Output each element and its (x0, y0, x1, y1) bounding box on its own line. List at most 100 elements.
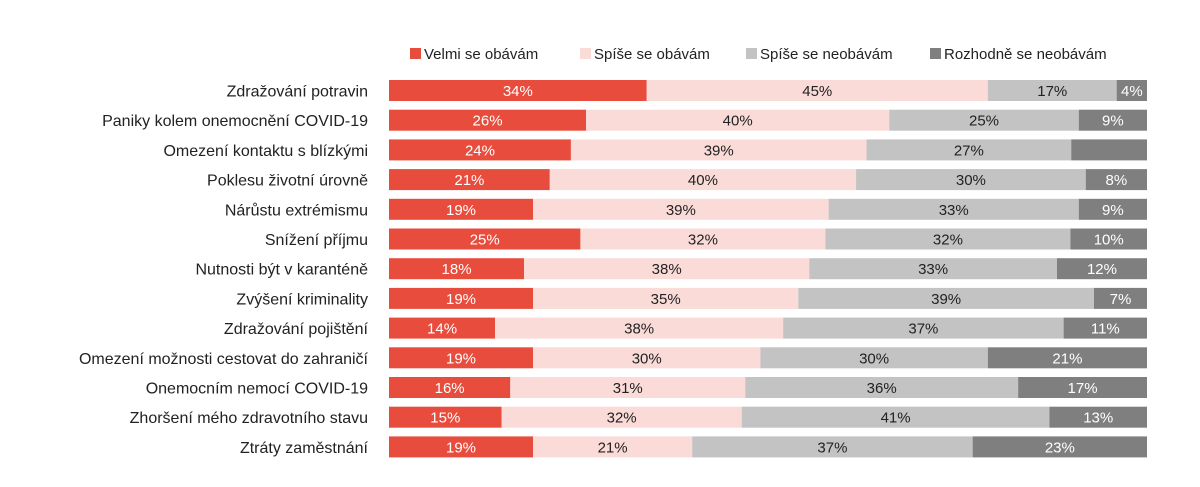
bars: 34% 45% 17% 4% 26% 40% 25% 9% 24% 39% 27% 21% 40% 30%… (389, 80, 1147, 458)
bar-segment (570, 139, 867, 161)
bar-segment (889, 109, 1079, 131)
bar-segment (501, 406, 742, 428)
category-label: Ztráty zaměstnání (240, 440, 369, 457)
category-label: Onemocním nemocí COVID-19 (146, 381, 368, 398)
category-label: Poklesu životní úrovně (207, 173, 368, 190)
bar-segment (809, 258, 1057, 280)
data-label: 40% (688, 172, 718, 189)
bar-segment (972, 436, 1147, 458)
category-labels: Zdražování potravin Paniky kolem onemocně… (79, 84, 369, 457)
data-label: 15% (430, 410, 460, 427)
bar-segment (533, 436, 693, 458)
data-label: 19% (446, 350, 476, 367)
data-label: 11% (1091, 321, 1120, 338)
bar-row: 34% 45% 17% 4% (389, 80, 1147, 101)
legend-swatch (580, 48, 591, 59)
legend-item: Spíše se obávám (580, 46, 710, 63)
bar-segment (987, 347, 1147, 369)
data-label: 45% (802, 83, 832, 100)
data-label: 21% (598, 439, 628, 456)
legend-item: Spíše se neobávám (746, 46, 893, 63)
bar-segment (1063, 317, 1147, 339)
data-label: 30% (956, 172, 986, 189)
category-label: Snížení příjmu (265, 232, 368, 249)
data-label: 39% (666, 202, 696, 219)
bar-segment (389, 109, 587, 131)
data-label: 24% (465, 142, 495, 159)
legend-label: Spíše se neobávám (760, 46, 893, 63)
legend-swatch (930, 48, 941, 59)
bar-segment (586, 109, 890, 131)
data-label: 30% (859, 350, 889, 367)
data-label: 33% (939, 202, 969, 219)
bar-segment (389, 347, 534, 369)
bar-segment (1078, 109, 1147, 131)
bar-segment (389, 228, 581, 250)
bar-segment (389, 377, 511, 398)
bar-segment (741, 406, 1050, 428)
category-label: Omezení možnosti cestovat do zahraničí (79, 351, 369, 368)
data-label: 9% (1102, 202, 1124, 219)
data-label: 37% (908, 321, 938, 338)
data-label: 19% (446, 291, 476, 308)
bar-row: 19% 35% 39% 7% (389, 287, 1147, 309)
data-label: 13% (1083, 410, 1113, 427)
data-label: 34% (503, 83, 533, 100)
bar-segment (495, 317, 784, 339)
bar-row: 15% 32% 41% 13% (389, 406, 1147, 428)
data-label: 32% (933, 232, 963, 249)
bar-segment (760, 347, 988, 369)
category-label: Zvýšení kriminality (236, 291, 368, 308)
data-label: 32% (607, 410, 637, 427)
legend-label: Spíše se obávám (594, 46, 710, 63)
bar-segment (533, 287, 799, 309)
bar-segment (533, 198, 829, 220)
bar-segment (987, 80, 1117, 101)
bar-segment (1070, 228, 1147, 250)
bar-segment (828, 198, 1079, 220)
bar-segment (825, 228, 1071, 250)
data-label: 16% (435, 380, 465, 397)
data-label: 35% (651, 291, 681, 308)
data-label: 19% (446, 439, 476, 456)
bar-segment (1116, 80, 1147, 101)
bar-segment (745, 377, 1019, 398)
bar-segment (389, 287, 534, 309)
data-label: 30% (632, 350, 662, 367)
category-label: Zhoršení mého zdravotního stavu (130, 410, 368, 427)
data-label: 40% (723, 113, 753, 130)
data-label: 37% (817, 439, 847, 456)
data-label: 32% (688, 232, 718, 249)
data-label: 25% (470, 232, 500, 249)
data-label: 41% (881, 410, 911, 427)
bar-row: 25% 32% 32% 10% (389, 228, 1147, 250)
data-label: 39% (931, 291, 961, 308)
category-label: Nutnosti být v karanténě (195, 262, 368, 279)
data-label: 9% (1102, 113, 1124, 130)
data-label: 14% (427, 321, 457, 338)
legend-label: Rozhodně se neobávám (944, 46, 1107, 63)
data-label: 17% (1068, 380, 1098, 397)
bar-segment (533, 347, 761, 369)
bar-segment (1049, 406, 1147, 428)
legend-item: Velmi se obávám (410, 46, 538, 63)
bar-segment (798, 287, 1094, 309)
data-label: 39% (704, 142, 734, 159)
bar-segment (389, 406, 502, 428)
bar-segment (1093, 287, 1147, 309)
category-label: Zdražování potravin (227, 84, 368, 101)
category-label: Nárůstu extrémismu (225, 201, 368, 219)
data-label: 10% (1094, 232, 1124, 249)
category-label: Omezení kontaktu s blízkými (163, 143, 368, 160)
bar-row: 18% 38% 33% 12% (389, 258, 1147, 280)
data-label: 4% (1121, 83, 1143, 100)
data-label: 12% (1087, 261, 1117, 278)
data-label: 7% (1110, 291, 1132, 308)
bar-row: 19% 39% 33% 9% (389, 198, 1147, 220)
legend-swatch (410, 48, 421, 59)
bar-segment (580, 228, 826, 250)
bar-segment (1018, 377, 1147, 398)
bar-segment (389, 139, 571, 161)
bar-segment (856, 169, 1086, 191)
data-label: 21% (1052, 350, 1082, 367)
